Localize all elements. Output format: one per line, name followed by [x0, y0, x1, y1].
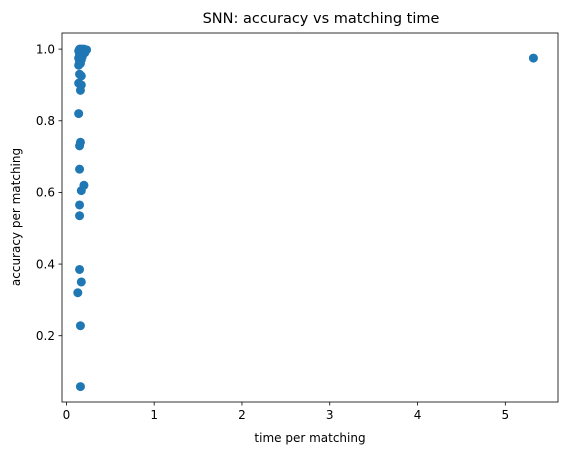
y-tick-label-1: 0.4	[36, 257, 55, 271]
y-tick-label-3: 0.8	[36, 114, 55, 128]
x-tick-label-0: 0	[63, 408, 71, 422]
x-tick-label-5: 5	[502, 408, 510, 422]
y-tick-label-0: 0.2	[36, 329, 55, 343]
y-tick-label-4: 1.0	[36, 42, 55, 56]
data-point-33	[75, 321, 85, 331]
data-point-35	[528, 53, 538, 63]
data-point-31	[76, 277, 86, 287]
data-point-27	[76, 186, 86, 196]
points-layer	[73, 44, 538, 392]
data-point-21	[75, 85, 85, 95]
data-point-29	[75, 211, 85, 221]
data-point-30	[75, 264, 85, 274]
y-tick-label-2: 0.6	[36, 186, 55, 200]
x-axis-ticks: 0 1 2 3 4 5	[63, 402, 510, 422]
x-axis-label: time per matching	[254, 431, 365, 445]
data-point-34	[75, 382, 85, 392]
data-point-28	[75, 200, 85, 210]
y-axis-ticks: 0.2 0.4 0.6 0.8 1.0	[36, 42, 62, 343]
plot-frame	[61, 32, 559, 403]
y-axis-label: accuracy per matching	[9, 148, 23, 286]
x-tick-label-3: 3	[326, 408, 334, 422]
data-point-25	[75, 164, 85, 174]
x-tick-label-1: 1	[150, 408, 158, 422]
x-tick-label-2: 2	[238, 408, 246, 422]
chart-title: SNN: accuracy vs matching time	[203, 11, 440, 27]
x-tick-label-4: 4	[414, 408, 422, 422]
data-point-32	[73, 288, 83, 298]
data-point-16	[74, 60, 84, 70]
data-point-24	[75, 141, 85, 151]
data-point-22	[74, 109, 84, 119]
data-point-18	[76, 71, 86, 81]
